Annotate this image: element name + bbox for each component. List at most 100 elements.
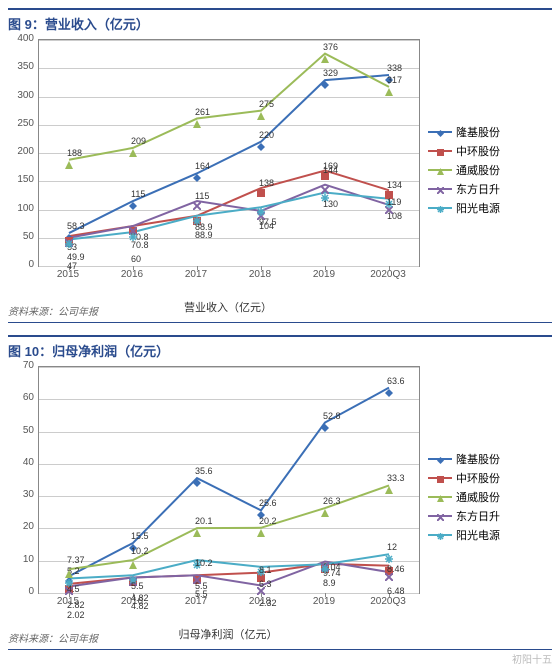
series-line bbox=[69, 54, 389, 160]
data-label: 10.2 bbox=[131, 546, 149, 556]
data-label: 8.1 bbox=[259, 565, 272, 575]
legend-label: 阳光电源 bbox=[456, 200, 500, 216]
data-label: 209 bbox=[131, 136, 146, 146]
legend-item: 通威股份 bbox=[428, 162, 500, 178]
data-label: 12 bbox=[387, 542, 397, 552]
series-line bbox=[69, 485, 389, 569]
data-label: 20.2 bbox=[259, 516, 277, 526]
data-label: 317 bbox=[387, 75, 402, 85]
legend-item: 阳光电源 bbox=[428, 200, 500, 216]
x-tick: 2020Q3 bbox=[368, 269, 408, 280]
legend: 隆基股份中环股份通威股份东方日升阳光电源 bbox=[428, 121, 500, 219]
y-tick: 30 bbox=[8, 489, 34, 500]
x-tick: 2018 bbox=[240, 269, 280, 280]
data-label: 376 bbox=[323, 42, 338, 52]
y-tick: 70 bbox=[8, 360, 34, 371]
data-label: 134 bbox=[387, 180, 402, 190]
data-marker bbox=[257, 107, 265, 125]
data-label: 25.6 bbox=[259, 498, 277, 508]
legend-label: 隆基股份 bbox=[456, 451, 500, 467]
plot-area: 58.31151642203293385370.888.913816913418… bbox=[38, 39, 420, 267]
chart-block: 图 10：归母净利润（亿元）01020304050607020152016201… bbox=[8, 335, 552, 650]
legend-item: 隆基股份 bbox=[428, 124, 500, 140]
data-marker bbox=[321, 50, 329, 68]
series-line bbox=[69, 75, 389, 233]
data-label: 329 bbox=[323, 68, 338, 78]
y-tick: 0 bbox=[8, 259, 34, 270]
data-label: 130 bbox=[323, 199, 338, 209]
chart-block: 图 9：营业收入（亿元）0501001502002503003504002015… bbox=[8, 8, 552, 323]
data-marker bbox=[321, 76, 329, 94]
data-marker bbox=[65, 156, 73, 174]
data-marker bbox=[385, 481, 393, 499]
data-marker bbox=[385, 550, 393, 568]
data-label: 15.5 bbox=[131, 531, 149, 541]
data-label: 138 bbox=[259, 178, 274, 188]
data-marker bbox=[321, 560, 329, 578]
legend-item: 东方日升 bbox=[428, 508, 500, 524]
data-marker bbox=[193, 212, 201, 230]
data-label: 58.3 bbox=[67, 221, 85, 231]
data-label: 2.32 bbox=[259, 598, 277, 608]
data-label: 6.48 bbox=[387, 586, 405, 596]
data-label: 88.9 bbox=[195, 230, 213, 240]
legend-item: 东方日升 bbox=[428, 181, 500, 197]
watermark: 初阳十五 bbox=[512, 651, 552, 666]
data-label: 2.82 bbox=[67, 600, 85, 610]
legend-label: 隆基股份 bbox=[456, 124, 500, 140]
data-label: 52.8 bbox=[323, 411, 341, 421]
legend-label: 阳光电源 bbox=[456, 527, 500, 543]
y-tick: 200 bbox=[8, 146, 34, 157]
data-label: 188 bbox=[67, 148, 82, 158]
y-tick: 60 bbox=[8, 392, 34, 403]
data-marker bbox=[257, 138, 265, 156]
data-marker bbox=[193, 524, 201, 542]
data-label: 8.9 bbox=[323, 578, 336, 588]
y-tick: 0 bbox=[8, 586, 34, 597]
data-marker bbox=[129, 197, 137, 215]
y-tick: 10 bbox=[8, 554, 34, 565]
legend-item: 中环股份 bbox=[428, 143, 500, 159]
y-tick: 150 bbox=[8, 174, 34, 185]
chart-title: 图 9：营业收入（亿元） bbox=[8, 8, 552, 39]
legend-item: 隆基股份 bbox=[428, 451, 500, 467]
x-tick: 2016 bbox=[112, 269, 152, 280]
data-marker bbox=[385, 83, 393, 101]
data-label: 35.6 bbox=[195, 466, 213, 476]
legend-label: 中环股份 bbox=[456, 143, 500, 159]
data-marker bbox=[321, 504, 329, 522]
data-label: 5.5 bbox=[131, 581, 144, 591]
y-tick: 100 bbox=[8, 203, 34, 214]
data-label: 33.3 bbox=[387, 473, 405, 483]
data-marker bbox=[257, 524, 265, 542]
legend-label: 通威股份 bbox=[456, 162, 500, 178]
data-marker bbox=[193, 169, 201, 187]
data-label: 63.6 bbox=[387, 376, 405, 386]
plot-area: 5.215.535.625.652.863.62.824.825.56.39.0… bbox=[38, 366, 420, 594]
legend-label: 东方日升 bbox=[456, 508, 500, 524]
legend: 隆基股份中环股份通威股份东方日升阳光电源 bbox=[428, 448, 500, 546]
data-marker bbox=[129, 144, 137, 162]
data-label: 119 bbox=[387, 197, 401, 207]
x-tick: 2019 bbox=[304, 269, 344, 280]
x-tick: 2020Q3 bbox=[368, 596, 408, 607]
data-label: 261 bbox=[195, 107, 210, 117]
y-tick: 40 bbox=[8, 457, 34, 468]
data-label: 5.5 bbox=[195, 589, 208, 599]
data-marker bbox=[129, 228, 137, 246]
series-line bbox=[69, 388, 389, 577]
legend-item: 中环股份 bbox=[428, 470, 500, 486]
data-marker bbox=[385, 568, 393, 586]
y-tick: 350 bbox=[8, 61, 34, 72]
data-label: 115 bbox=[195, 191, 209, 201]
legend-label: 中环股份 bbox=[456, 470, 500, 486]
data-label: 20.1 bbox=[195, 516, 213, 526]
data-label: 220 bbox=[259, 130, 274, 140]
y-tick: 50 bbox=[8, 425, 34, 436]
data-label: 7.37 bbox=[67, 555, 85, 565]
y-tick: 50 bbox=[8, 231, 34, 242]
data-marker bbox=[193, 474, 201, 492]
data-label: 115 bbox=[131, 189, 145, 199]
data-marker bbox=[321, 419, 329, 437]
y-tick: 250 bbox=[8, 118, 34, 129]
